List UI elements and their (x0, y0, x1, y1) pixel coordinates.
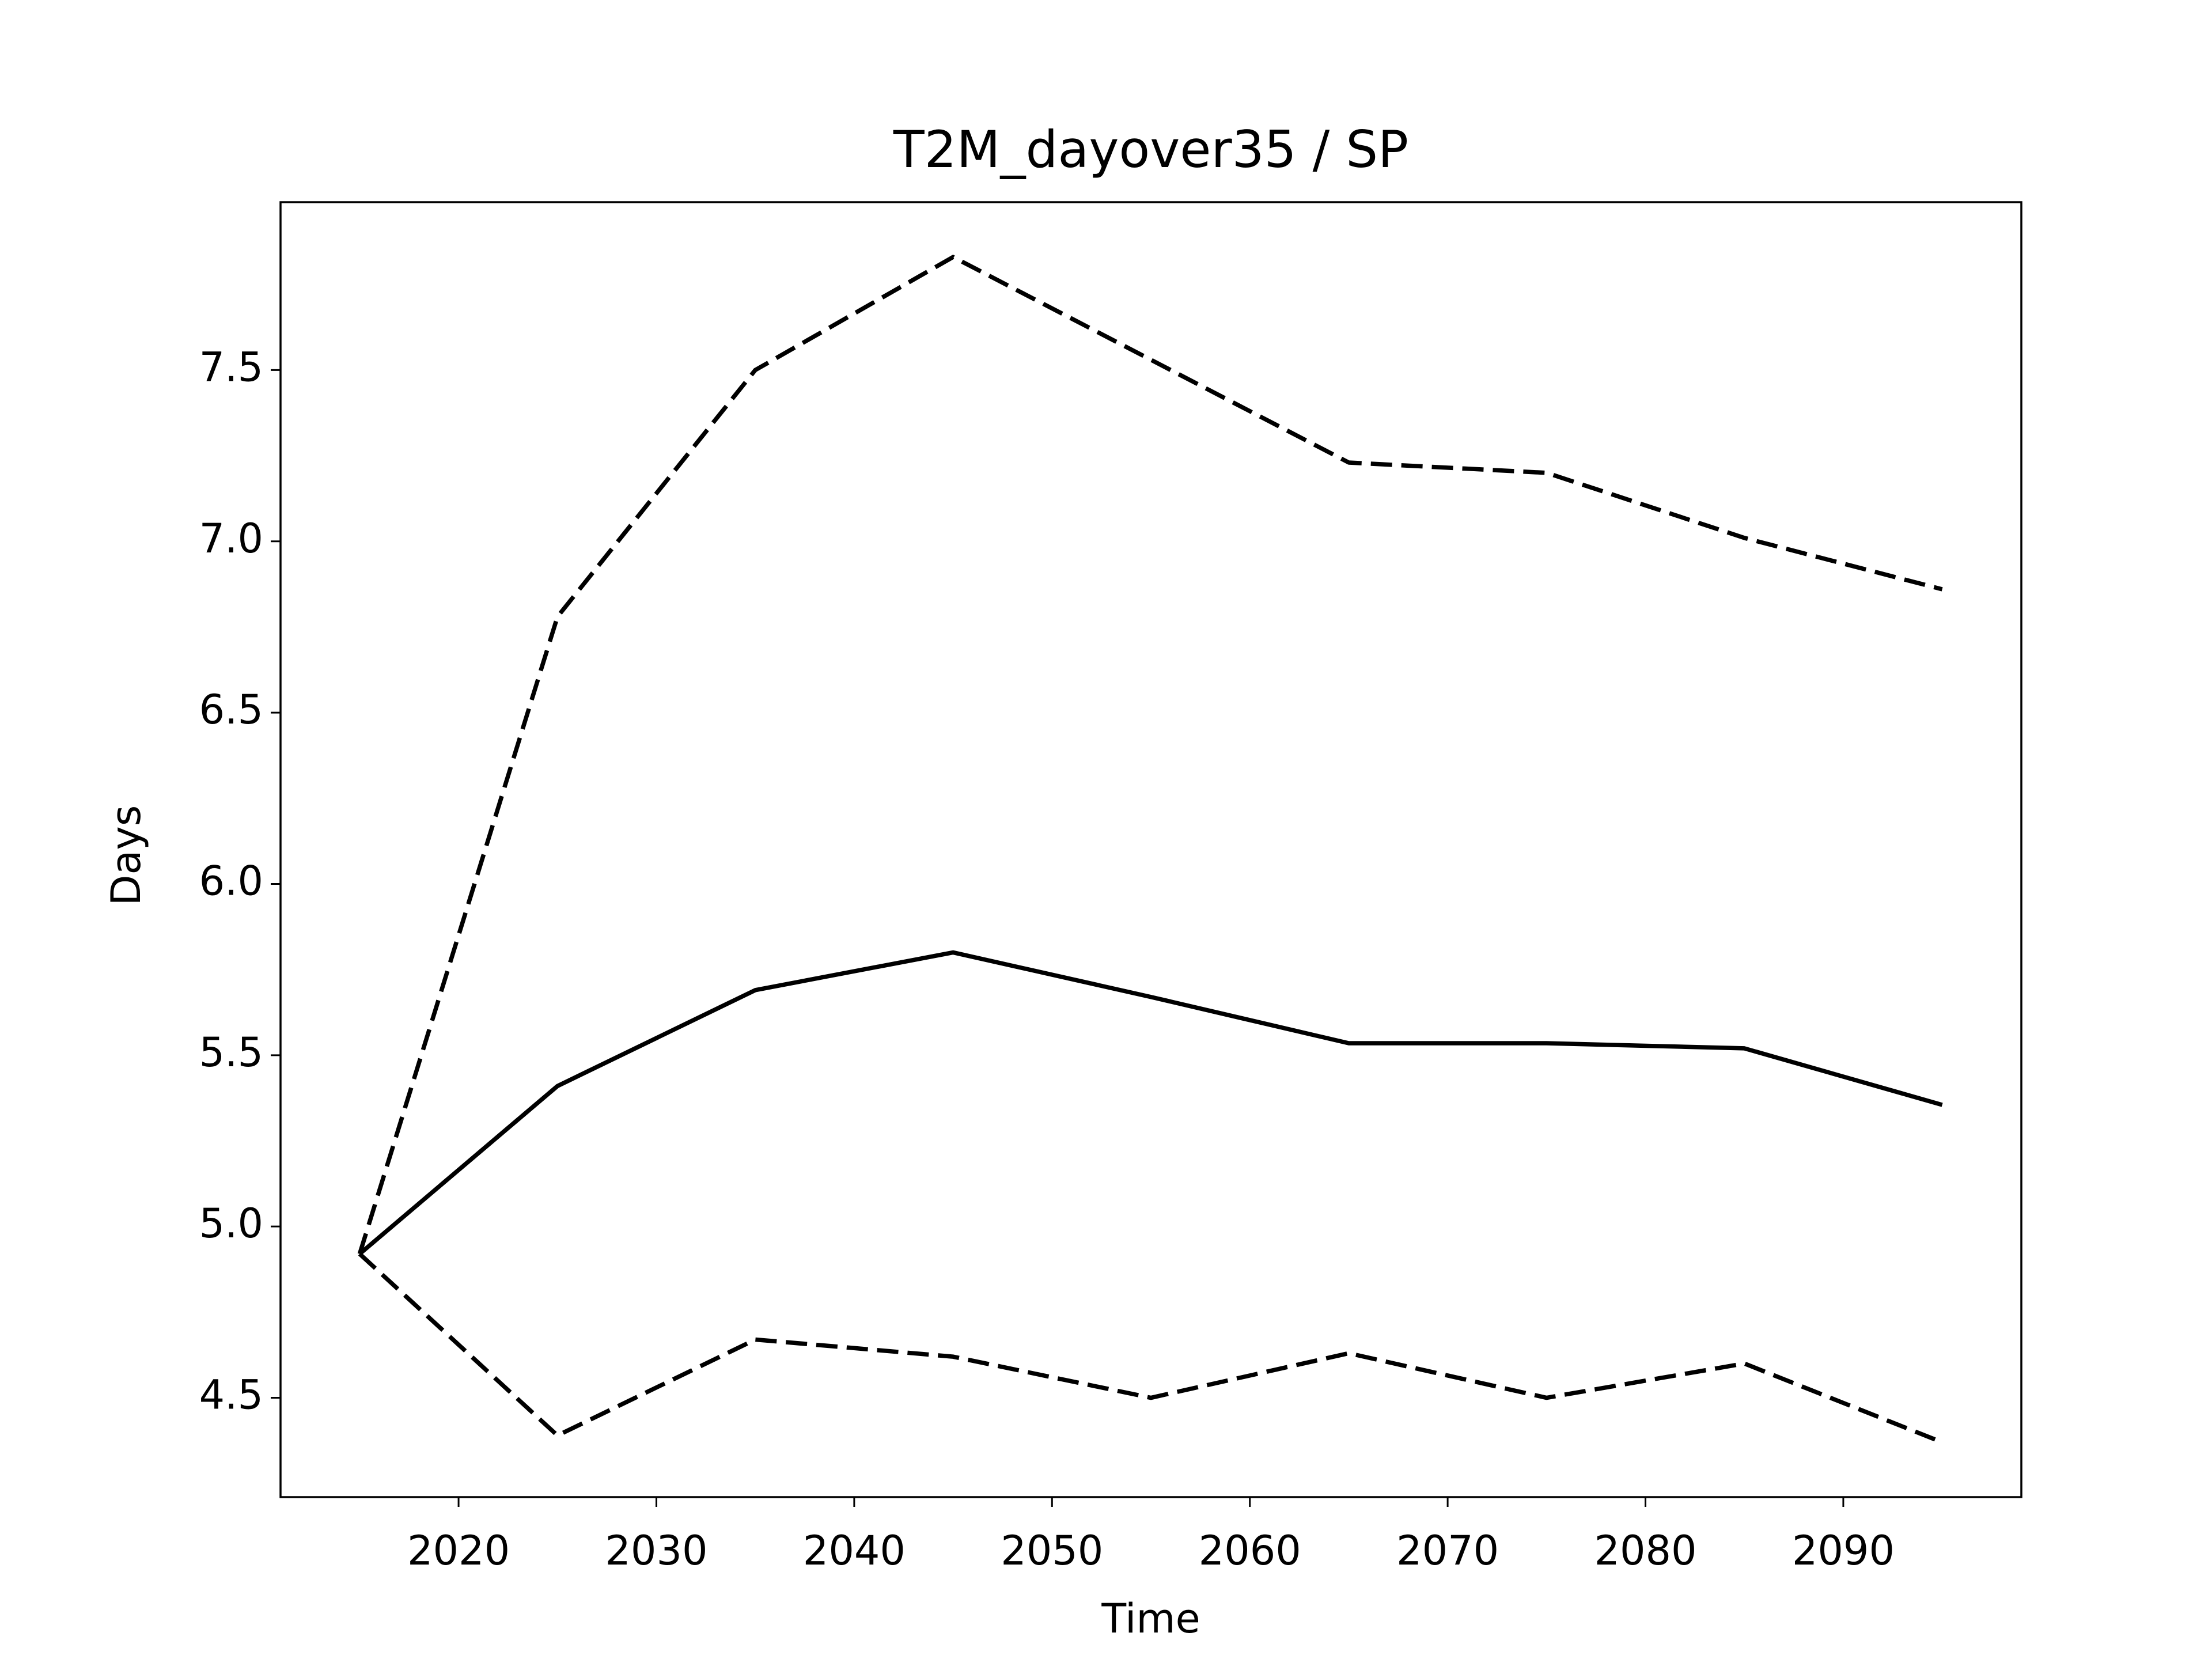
x-axis-label: Time (1101, 1595, 1200, 1642)
y-tick-label: 6.5 (199, 686, 263, 733)
x-tick-label: 2030 (605, 1527, 707, 1574)
series-line (358, 1252, 1944, 1445)
y-tick-label: 4.5 (199, 1372, 263, 1419)
x-tick-label: 2050 (1001, 1527, 1103, 1574)
plot-frame (279, 201, 2022, 1498)
x-tick-label: 2060 (1199, 1527, 1301, 1574)
x-tick-label: 2080 (1594, 1527, 1696, 1574)
y-tick-label: 5.0 (199, 1200, 263, 1247)
y-tick-label: 7.0 (199, 515, 263, 562)
y-tick-label: 7.5 (199, 343, 263, 391)
series-line (357, 255, 1943, 1255)
x-tick-label: 2040 (803, 1527, 906, 1574)
x-tick-label: 2090 (1792, 1527, 1895, 1574)
chart-title: T2M_dayover35 / SP (893, 120, 1408, 179)
y-axis-label: Days (103, 805, 150, 906)
x-tick-label: 2020 (407, 1527, 510, 1574)
series-line (358, 950, 1943, 1256)
y-tick-label: 6.0 (199, 858, 263, 905)
x-tick-label: 2070 (1396, 1527, 1499, 1574)
y-tick-label: 5.5 (199, 1029, 263, 1076)
